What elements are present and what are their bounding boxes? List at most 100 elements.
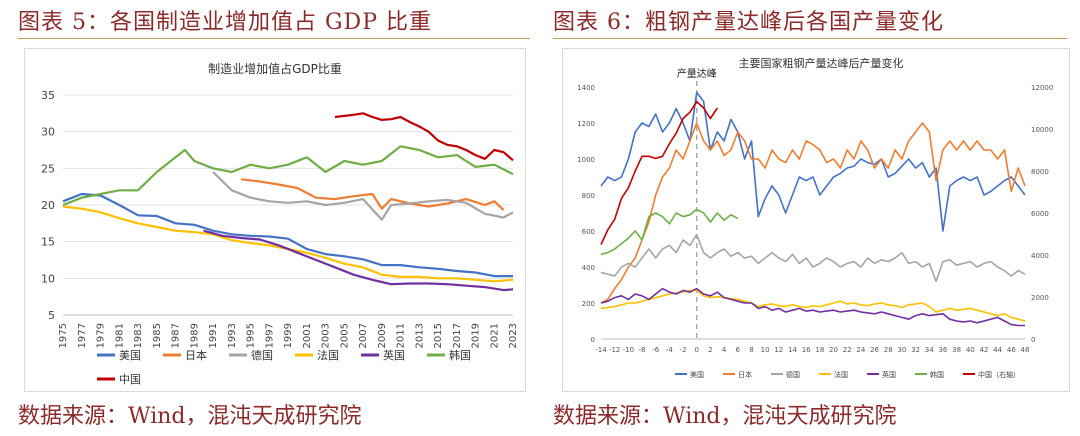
y-tick-label-4: 800: [582, 192, 595, 200]
x-tick-label-3: 1981: [114, 323, 125, 348]
legend-label-4: 英国: [882, 370, 896, 379]
x-tick-label-1: 1977: [77, 323, 88, 348]
x-tick-label-29: 44: [993, 346, 1002, 354]
line-series-3: [600, 289, 1026, 322]
x-tick-label-15: 2005: [339, 323, 350, 348]
x-tick-label-18: 2011: [396, 323, 407, 348]
x-tick-label-6: 1987: [171, 323, 182, 348]
chart-title: 主要国家粗钢产量达峰后产量变化: [739, 56, 904, 70]
figure-5-title-rule: [18, 38, 530, 39]
manufacturing-share-chart: 制造业增加值占GDP比重 5 10 15 20 25 30 35 1975 1977 1979 198…: [41, 61, 519, 386]
x-tick-label-31: 48: [1021, 346, 1030, 354]
x-tick-label-5: 1985: [152, 323, 163, 348]
x-tick-label-21: 28: [884, 346, 893, 354]
peak-annotation: 产量达峰: [677, 67, 717, 80]
figure-6-title: 图表 6：粗钢产量达峰后各国产量变化: [553, 10, 944, 35]
x-tick-label-20: 26: [870, 346, 879, 354]
x-tick-label-30: 46: [1007, 346, 1016, 354]
x-tick-label-17: 20: [829, 346, 838, 354]
x-tick-label-19: 24: [856, 346, 865, 354]
x-tick-label-14: 2003: [321, 323, 332, 348]
x-tick-label-23: 32: [911, 346, 920, 354]
x-tick-label-15: 16: [802, 346, 811, 354]
line-series-2: [212, 171, 514, 221]
figure-6-title-rule: [553, 38, 1067, 39]
x-tick-label-20: 2015: [433, 323, 444, 348]
line-series-0: [600, 91, 1026, 232]
y2-tick-label-5: 10000: [1031, 126, 1053, 134]
y2-tick-label-2: 4000: [1031, 252, 1049, 260]
line-series-2: [600, 233, 1026, 283]
x-tick-label-8: 1991: [208, 323, 219, 348]
x-tick-label-0: -14: [595, 346, 607, 354]
legend-label-5: 韩国: [449, 348, 471, 362]
x-tick-label-0: 1975: [58, 323, 69, 348]
y-tick-label-2: 400: [582, 264, 595, 272]
x-tick-label-5: -4: [666, 346, 674, 354]
y-tick-label-3: 600: [582, 228, 595, 236]
x-tick-label-22: 30: [897, 346, 906, 354]
y2-tick-label-1: 2000: [1031, 294, 1049, 302]
line-series-6: [600, 100, 718, 245]
x-tick-label-24: 34: [925, 346, 934, 354]
x-tick-label-10: 1995: [246, 323, 257, 348]
x-tick-label-21: 2017: [452, 323, 463, 348]
legend-label-3: 法国: [834, 370, 848, 379]
x-tick-label-16: 2007: [358, 323, 369, 348]
y-tick-label-1: 10: [41, 272, 55, 285]
legend-label-1: 日本: [185, 348, 207, 362]
y-tick-label-0: 5: [48, 309, 55, 322]
line-series-6: [334, 112, 514, 162]
legend-label-0: 美国: [690, 370, 704, 379]
y-tick-label-0: 0: [591, 336, 595, 344]
x-tick-label-14: 14: [788, 346, 797, 354]
x-tick-label-12: 10: [761, 346, 770, 354]
x-tick-label-22: 2019: [471, 323, 482, 348]
x-tick-label-2: -10: [623, 346, 634, 354]
x-tick-label-1: -12: [609, 346, 620, 354]
legend-label-2: 德国: [786, 370, 800, 379]
figure-5-source: 数据来源：Wind，混沌天成研究院: [18, 404, 362, 429]
x-tick-label-7: 1989: [189, 323, 200, 348]
x-tick-label-4: -6: [652, 346, 660, 354]
y2-tick-label-4: 8000: [1031, 168, 1049, 176]
x-tick-label-12: 1999: [283, 323, 294, 348]
x-tick-label-18: 22: [843, 346, 852, 354]
legend-label-0: 美国: [119, 349, 141, 362]
y-tick-label-1: 200: [582, 300, 595, 308]
x-tick-label-9: 1993: [227, 323, 238, 348]
y-tick-label-5: 30: [41, 126, 55, 139]
y-tick-label-5: 1000: [577, 156, 595, 164]
y-tick-label-3: 20: [41, 199, 55, 212]
x-tick-label-13: 12: [774, 346, 783, 354]
line-series-5: [62, 145, 514, 207]
line-series-0: [62, 192, 513, 278]
figure-5-title: 图表 5：各国制造业增加值占 GDP 比重: [18, 10, 432, 35]
x-tick-label-3: -8: [639, 346, 646, 354]
x-tick-label-27: 40: [966, 346, 975, 354]
y-tick-label-4: 25: [41, 162, 55, 175]
chart-title: 制造业增加值占GDP比重: [208, 61, 342, 76]
x-tick-label-17: 2009: [377, 323, 388, 348]
x-tick-label-2: 1979: [96, 323, 107, 348]
y2-tick-label-6: 12000: [1031, 84, 1053, 92]
line-series-1: [600, 122, 1026, 304]
y-tick-label-7: 1400: [577, 84, 595, 92]
y2-tick-label-3: 6000: [1031, 210, 1049, 218]
x-tick-label-11: 1997: [264, 323, 275, 348]
x-tick-label-10: 6: [736, 346, 741, 354]
legend-label-5: 韩国: [930, 370, 944, 379]
x-tick-label-24: 2023: [508, 323, 519, 348]
x-tick-label-28: 42: [980, 346, 989, 354]
steel-output-chart-panel: 主要国家粗钢产量达峰后产量变化 0 200 400 600 800 1000 1200 1400…: [562, 48, 1070, 392]
x-tick-label-25: 36: [938, 346, 947, 354]
legend-label-6: 中国（右轴）: [978, 370, 1020, 379]
x-tick-label-8: 2: [708, 346, 712, 354]
figure-6-source: 数据来源：Wind，混沌天成研究院: [553, 404, 897, 429]
line-series-5: [600, 208, 739, 256]
x-tick-label-26: 38: [952, 346, 961, 354]
x-tick-label-6: -2: [680, 346, 687, 354]
manufacturing-share-chart-panel: 制造业增加值占GDP比重 5 10 15 20 25 30 35 1975 1977 1979 198…: [24, 48, 526, 392]
x-tick-label-7: 0: [695, 346, 699, 354]
legend-label-1: 日本: [738, 370, 752, 379]
